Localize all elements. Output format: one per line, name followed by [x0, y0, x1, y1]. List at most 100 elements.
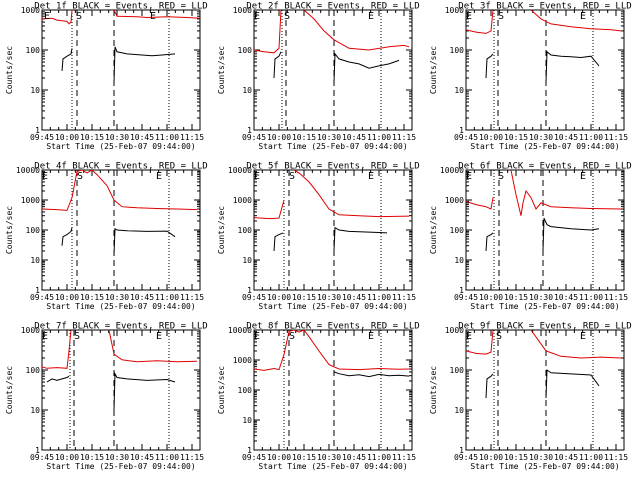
y-tick-label: 10000 [16, 166, 40, 175]
phase-marker: S [76, 11, 82, 22]
panel-title: Det 8f BLACK = Events, RED = LLD [246, 322, 419, 332]
series-line-3 [273, 51, 282, 79]
x-tick-label: 11:00 [579, 133, 603, 142]
x-tick-label: 10:30 [105, 293, 129, 302]
series-line-4 [113, 46, 176, 84]
x-tick-label: 10:45 [130, 293, 154, 302]
phase-marker: E [368, 331, 374, 342]
panel-title: Det 7f BLACK = Events, RED = LLD [34, 322, 207, 332]
x-tick-label: 10:45 [342, 133, 366, 142]
plot-frame [253, 169, 413, 291]
plot-frame [253, 329, 413, 451]
phase-marker: S [289, 331, 295, 342]
series-line-3 [485, 373, 494, 399]
y-tick-label: 10 [242, 416, 252, 425]
detector-panel-1: Det 1f BLACK = Events, RED = LLD 1 10 100 10… [5, 2, 208, 152]
x-tick-label: 10:00 [267, 453, 291, 462]
y-tick-label: 1000 [21, 6, 40, 15]
x-tick-label: 10:30 [529, 293, 553, 302]
series-line-4 [545, 369, 600, 399]
plot-frame [465, 169, 625, 291]
x-tick-label: 10:45 [130, 453, 154, 462]
x-tick-label: 11:15 [180, 453, 204, 462]
phase-marker: S [77, 171, 83, 182]
x-tick-label: 09:45 [30, 293, 54, 302]
y-tick-label: 100 [450, 226, 465, 235]
x-tick-label: 10:00 [55, 293, 79, 302]
series-line-1 [254, 330, 410, 371]
x-tick-label: 10:15 [292, 293, 316, 302]
y-tick-label: 1000 [233, 196, 252, 205]
x-tick-label: 10:15 [80, 293, 104, 302]
phase-marker: E [254, 11, 260, 22]
y-tick-label: 1000 [233, 6, 252, 15]
plot-area [42, 170, 198, 290]
x-tick-label: 10:15 [504, 453, 528, 462]
x-tick-label: 11:15 [604, 133, 628, 142]
series-line-2 [108, 330, 198, 363]
phase-marker: E [42, 171, 48, 182]
plot-area [466, 330, 622, 450]
x-tick-label: 10:45 [342, 293, 366, 302]
x-tick-label: 10:00 [267, 133, 291, 142]
phase-marker: S [74, 331, 80, 342]
y-tick-label: 1000 [445, 196, 464, 205]
series-line-3 [273, 232, 284, 252]
y-tick-label: 1 [247, 446, 252, 455]
y-tick-label: 1 [459, 126, 464, 135]
x-tick-label: 10:30 [529, 453, 553, 462]
detector-panel-8: Det 8f BLACK = Events, RED = LLD 1 10 100 10… [217, 322, 420, 472]
y-tick-label: 1000 [21, 326, 40, 335]
panel-title: Det 6f BLACK = Events, RED = LLD [458, 162, 631, 172]
x-tick-label: 09:45 [242, 133, 266, 142]
series-line-2 [61, 227, 73, 246]
series-line-2 [530, 330, 622, 359]
x-tick-label: 11:00 [155, 133, 179, 142]
y-axis-label: Counts/sec [5, 206, 14, 254]
y-tick-label: 1000 [445, 6, 464, 15]
y-tick-label: 10 [30, 256, 40, 265]
x-tick-label: 11:15 [180, 293, 204, 302]
y-tick-label: 10 [242, 86, 252, 95]
y-tick-label: 100 [26, 46, 41, 55]
y-tick-label: 100 [26, 366, 41, 375]
x-tick-label: 10:00 [267, 293, 291, 302]
y-axis-label: Counts/sec [217, 366, 226, 414]
panel-title: Det 9f BLACK = Events, RED = LLD [458, 322, 631, 332]
x-tick-label: 11:15 [392, 133, 416, 142]
y-tick-label: 1 [247, 126, 252, 135]
x-tick-label: 11:15 [180, 133, 204, 142]
x-tick-label: 10:15 [292, 453, 316, 462]
panel-title: Det 5f BLACK = Events, RED = LLD [246, 162, 419, 172]
detector-panel-7: Det 7f BLACK = Events, RED = LLD 1 10 100 10… [5, 322, 208, 472]
x-tick-label: 11:00 [579, 293, 603, 302]
series-line-2 [113, 10, 200, 19]
phase-marker: E [466, 11, 472, 22]
y-tick-label: 100 [238, 386, 253, 395]
y-axis-label: Counts/sec [5, 46, 14, 94]
x-tick-label: 11:15 [392, 453, 416, 462]
series-line-3 [485, 53, 494, 79]
series-line-3 [113, 227, 176, 255]
plot-frame [253, 9, 413, 131]
series-line-2 [510, 170, 622, 216]
x-tick-label: 10:00 [55, 453, 79, 462]
x-axis-label: Start Time (25-Feb-07 09:44:00) [470, 142, 619, 151]
x-tick-label: 10:00 [479, 133, 503, 142]
x-tick-label: 11:00 [155, 453, 179, 462]
y-tick-label: 1000 [445, 326, 464, 335]
phase-marker: E [580, 171, 586, 182]
x-tick-label: 11:15 [604, 293, 628, 302]
x-tick-label: 09:45 [30, 133, 54, 142]
x-tick-label: 10:00 [479, 453, 503, 462]
y-tick-label: 10 [30, 86, 40, 95]
panel-title: Det 3f BLACK = Events, RED = LLD [458, 2, 631, 12]
x-tick-label: 10:45 [130, 133, 154, 142]
phase-marker: E [254, 171, 260, 182]
series-line-1 [466, 330, 494, 355]
series-line-4 [333, 52, 400, 84]
y-tick-label: 10 [454, 406, 464, 415]
series-line-1 [466, 10, 494, 34]
phase-marker: S [284, 11, 290, 22]
x-tick-label: 09:45 [454, 133, 478, 142]
